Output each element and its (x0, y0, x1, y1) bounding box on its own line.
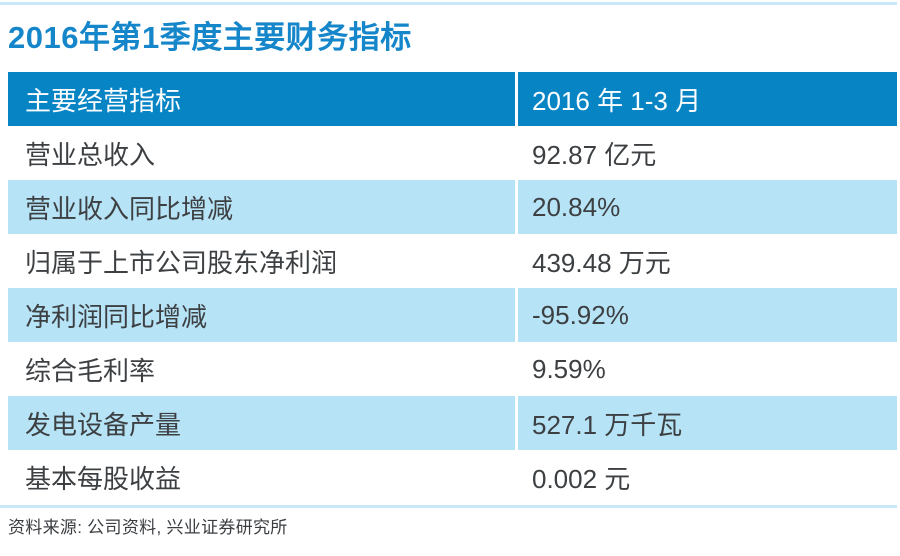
table-row: 发电设备产量 527.1 万千瓦 (8, 396, 897, 450)
row-value: -95.92% (532, 299, 629, 330)
table-row: 综合毛利率 9.59% (8, 342, 897, 396)
row-label: 营业收入同比增减 (8, 180, 518, 234)
table-row: 净利润同比增减 -95.92% (8, 288, 897, 342)
table-row: 归属于上市公司股东净利润 439.48 万元 (8, 234, 897, 288)
row-label: 综合毛利率 (8, 342, 518, 396)
row-value: 0.002 元 (532, 463, 631, 494)
top-divider-rule (0, 2, 897, 5)
row-label: 营业总收入 (8, 126, 518, 180)
table-row: 营业总收入 92.87 亿元 (8, 126, 897, 180)
row-label: 净利润同比增减 (8, 288, 518, 342)
row-label: 发电设备产量 (8, 396, 518, 450)
header-metric-column: 主要经营指标 (8, 72, 518, 126)
table-row: 营业收入同比增减 20.84% (8, 180, 897, 234)
row-value: 439.48 万元 (532, 247, 671, 278)
page-title: 2016年第1季度主要财务指标 (8, 20, 412, 55)
header-period-column: 2016 年 1-3 月 (532, 85, 702, 116)
row-value: 527.1 万千瓦 (532, 409, 683, 440)
bottom-divider-rule (0, 505, 897, 508)
row-value: 9.59% (532, 353, 606, 384)
source-note: 资料来源: 公司资料, 兴业证券研究所 (8, 518, 288, 537)
row-label: 基本每股收益 (8, 450, 518, 504)
financial-indicators-table: 主要经营指标 2016 年 1-3 月 营业总收入 92.87 亿元 营业收入同… (8, 72, 897, 504)
row-label: 归属于上市公司股东净利润 (8, 234, 518, 288)
table-header-row: 主要经营指标 2016 年 1-3 月 (8, 72, 897, 126)
table-row: 基本每股收益 0.002 元 (8, 450, 897, 504)
row-value: 92.87 亿元 (532, 139, 657, 170)
row-value: 20.84% (532, 191, 621, 222)
